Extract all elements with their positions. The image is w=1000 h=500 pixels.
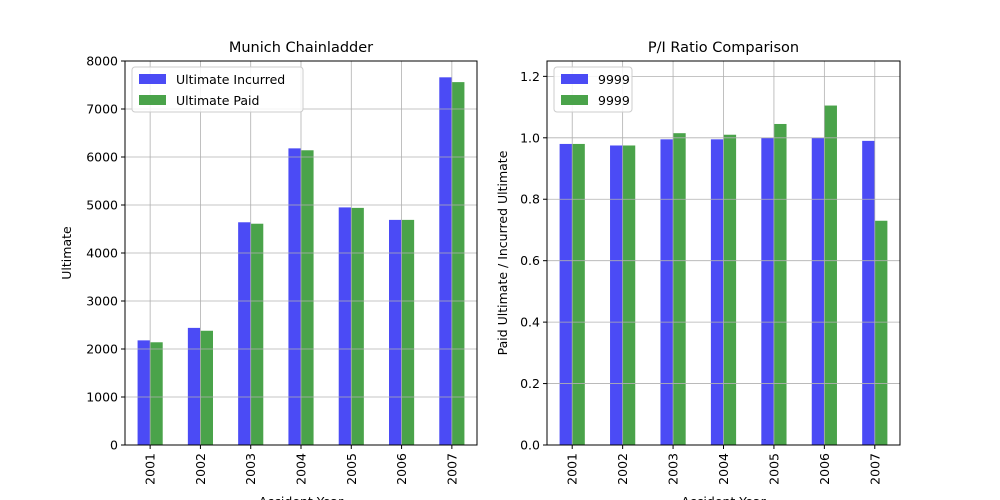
x-tick-label: 2006 [817, 453, 832, 485]
y-tick-label: 1.0 [520, 130, 540, 145]
bar-series-a-2001 [137, 340, 151, 445]
y-tick-label: 1000 [86, 390, 118, 405]
bar-series-b-2005 [351, 207, 364, 445]
legend-label: 9999 [598, 72, 630, 87]
chart-pi-ratio-comparison: 0.0 0.2 0.4 0.6 0.8 1.0 1.2 2001 2002 2003 2004 200… [495, 40, 901, 500]
bar-series-a-2002 [187, 327, 201, 445]
y-tick-label: 0.0 [520, 438, 540, 453]
bar-series-b-2007 [451, 82, 465, 446]
y-axis-label: Ultimate [59, 226, 74, 280]
y-tick-label: 5000 [86, 198, 118, 213]
legend-label: Ultimate Paid [176, 93, 259, 108]
chart-title: Munich Chainladder [229, 40, 373, 56]
y-tick-label: 0.4 [520, 315, 540, 330]
y-tick-label: 7000 [86, 102, 118, 117]
x-tick-label: 2002 [193, 453, 208, 485]
bar-series-b-2004 [301, 150, 314, 445]
bar-series-a-2004 [288, 148, 301, 446]
bar-series-b-2007 [874, 220, 888, 445]
bar-series-a-2005 [338, 207, 352, 445]
bar-series-b-2006 [824, 105, 837, 445]
bar-series-a-2006 [389, 219, 402, 445]
x-tick-label: 2001 [565, 453, 580, 485]
bar-series-b-2002 [622, 145, 636, 446]
x-axis-label: Accident Year [259, 494, 344, 500]
y-tick-label: 0.8 [520, 192, 540, 207]
y-tick-label: 0.2 [520, 376, 540, 391]
x-tick-label: 2004 [294, 453, 309, 485]
bar-series-a-2001 [559, 143, 573, 445]
x-tick-label: 2007 [867, 453, 882, 485]
legend-swatch [561, 74, 588, 84]
x-tick-label: 2006 [394, 453, 409, 485]
x-tick-label: 2005 [766, 453, 781, 485]
bar-series-a-2007 [439, 77, 452, 445]
x-tick-label: 2003 [243, 453, 258, 485]
y-tick-label: 4000 [86, 246, 118, 261]
bar-series-b-2003 [250, 223, 264, 445]
bar-series-b-2001 [150, 342, 163, 445]
legend-label: Ultimate Incurred [176, 72, 285, 87]
bar-series-a-2004 [710, 139, 724, 445]
legend-swatch [139, 95, 166, 105]
bar-series-a-2005 [761, 137, 774, 446]
bar-series-b-2004 [723, 134, 737, 445]
y-tick-label: 0 [110, 438, 118, 453]
x-tick-label: 2002 [615, 453, 630, 485]
bar-series-b-2002 [200, 330, 213, 445]
chart-title: P/I Ratio Comparison [648, 40, 799, 56]
x-tick-label: 2007 [444, 453, 459, 485]
y-tick-label: 3000 [86, 294, 118, 309]
bar-series-a-2003 [660, 139, 674, 445]
y-tick-label: 1.2 [520, 69, 540, 84]
y-tick-label: 6000 [86, 150, 118, 165]
legend-swatch [139, 74, 166, 84]
bar-series-b-2003 [673, 133, 686, 445]
x-tick-label: 2001 [143, 453, 158, 485]
legend [131, 66, 304, 113]
bar-series-a-2006 [811, 137, 825, 446]
chart-munich-chainladder: 0 1000 2000 3000 4000 5000 6000 7000 8000 2001 200… [59, 40, 478, 500]
bar-series-a-2002 [610, 145, 623, 446]
y-axis-label: Paid Ultimate / Incurred Ultimate [495, 150, 510, 355]
x-tick-label: 2004 [716, 453, 731, 485]
x-axis-label: Accident Year [681, 494, 766, 500]
bar-series-b-2005 [773, 123, 787, 445]
bar-series-b-2006 [401, 219, 415, 445]
bar-series-a-2003 [238, 222, 251, 445]
legend-swatch [561, 95, 588, 105]
y-tick-label: 0.6 [520, 253, 540, 268]
bar-series-a-2007 [862, 140, 875, 445]
bar-series-b-2001 [572, 143, 585, 445]
y-tick-label: 2000 [86, 342, 118, 357]
legend-label: 9999 [598, 93, 630, 108]
x-tick-label: 2003 [666, 453, 681, 485]
y-tick-label: 8000 [86, 54, 118, 69]
x-tick-label: 2005 [344, 453, 359, 485]
